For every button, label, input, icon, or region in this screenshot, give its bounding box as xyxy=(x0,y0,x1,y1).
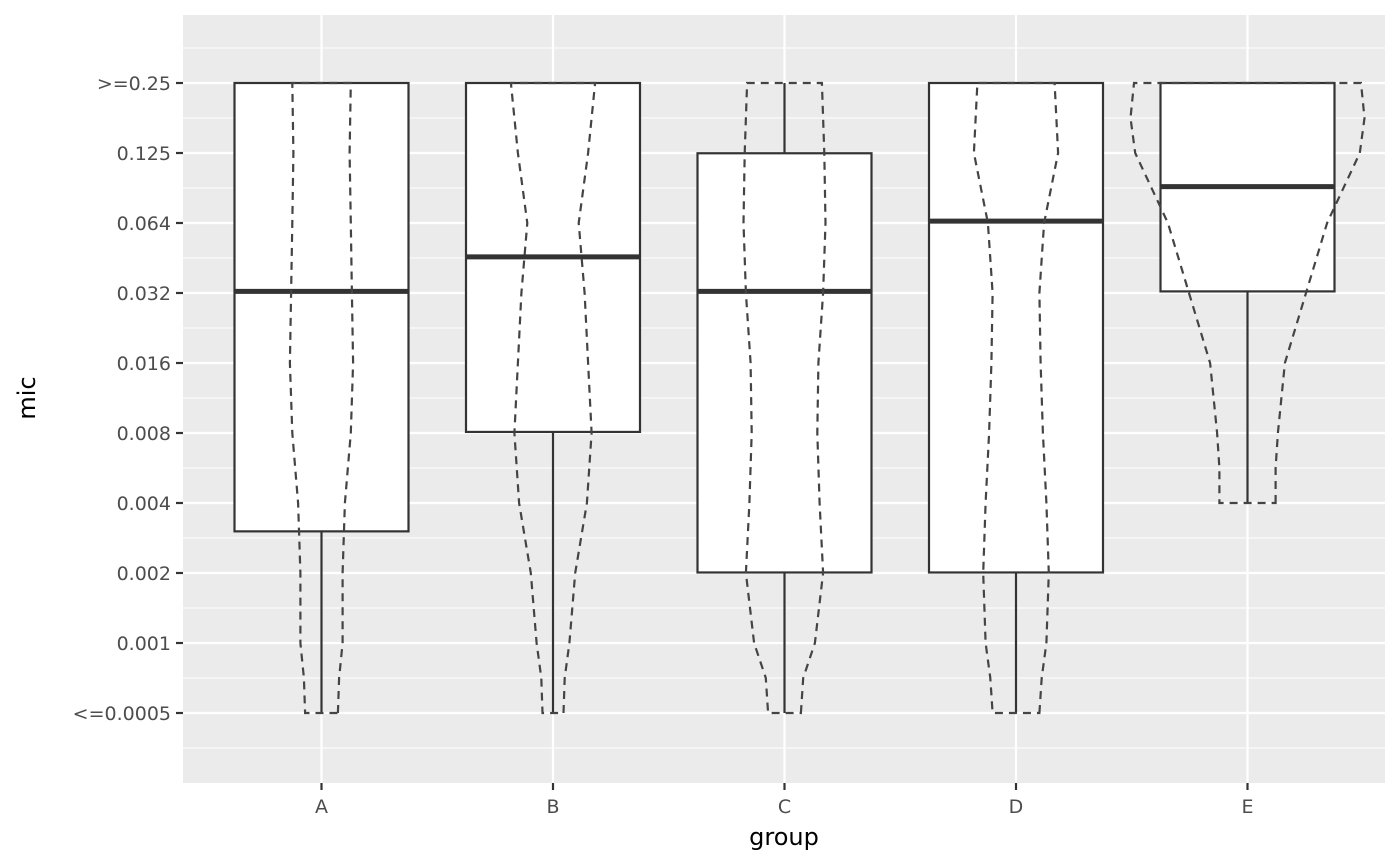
x-tick-label: C xyxy=(778,796,791,818)
x-tick-label: A xyxy=(315,796,328,818)
violin-A xyxy=(288,81,355,715)
y-tick-label: 0.001 xyxy=(117,633,171,655)
x-tick-label: D xyxy=(1009,796,1024,818)
y-tick-label: 0.004 xyxy=(117,493,171,515)
box-C xyxy=(696,83,873,713)
y-tick-label: 0.008 xyxy=(117,423,171,445)
violin-E xyxy=(1129,81,1366,505)
violin-B xyxy=(509,81,597,715)
box-A xyxy=(233,81,410,713)
box-body xyxy=(696,152,873,574)
violins xyxy=(288,81,1366,715)
x-tick-label: B xyxy=(546,796,559,818)
box-B xyxy=(464,81,642,713)
violin-C xyxy=(742,81,827,715)
y-tick-label: 0.125 xyxy=(117,143,171,165)
y-tick-label: 0.016 xyxy=(117,353,171,375)
y-tick-label: <=0.0005 xyxy=(73,703,171,725)
box-D xyxy=(927,81,1105,713)
y-tick-label: 0.002 xyxy=(117,563,171,585)
y-tick-label: 0.064 xyxy=(117,213,171,235)
x-tick-label: E xyxy=(1241,796,1253,818)
x-axis-ticks: A B C D E xyxy=(315,783,1254,818)
violin-D xyxy=(972,81,1060,715)
y-tick-label: >=0.25 xyxy=(97,73,171,95)
y-tick-label: 0.032 xyxy=(117,283,171,305)
x-axis-title: group xyxy=(749,823,819,851)
box-body xyxy=(233,81,410,533)
y-axis-ticks: <=0.0005 0.001 0.002 0.004 0.008 0.016 0.032 0.… xyxy=(73,73,183,725)
box-body xyxy=(927,81,1105,574)
y-axis-title: mic xyxy=(13,376,41,419)
boxes xyxy=(233,81,1336,713)
